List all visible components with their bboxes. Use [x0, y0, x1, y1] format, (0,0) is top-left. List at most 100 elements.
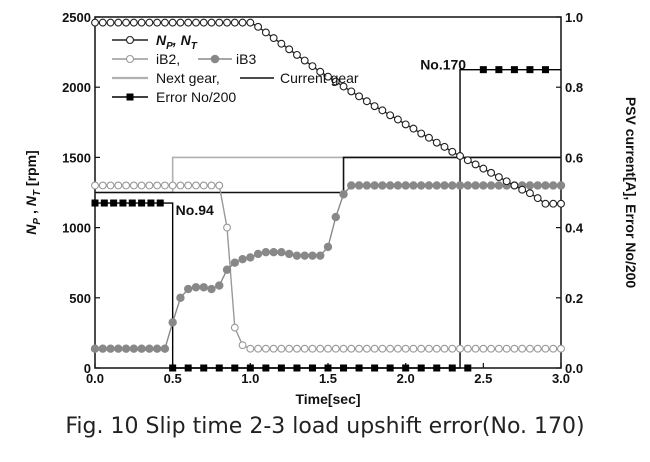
data-point: [386, 344, 395, 353]
data-point: [230, 323, 239, 332]
data-point: [425, 344, 433, 353]
y-left-tick-label: 0: [84, 361, 91, 376]
data-point: [401, 344, 410, 353]
data-point: [261, 344, 270, 353]
data-point: [424, 181, 434, 190]
data-point: [339, 190, 348, 199]
data-point: [176, 293, 185, 302]
data-point: [463, 181, 472, 190]
data-point: [308, 344, 317, 353]
data-point: [448, 181, 457, 190]
data-point: [456, 344, 464, 353]
annotation-no170: No.170: [420, 56, 466, 72]
data-point: [340, 364, 348, 372]
data-point: [230, 18, 239, 27]
data-point: [541, 181, 550, 190]
data-point: [479, 164, 488, 173]
y-left-tick-label: 1500: [62, 150, 91, 165]
data-point: [316, 344, 325, 353]
data-point: [355, 364, 363, 372]
data-point: [378, 106, 387, 115]
data-point: [114, 18, 123, 27]
data-point: [355, 344, 364, 353]
data-point: [184, 364, 192, 372]
data-point: [238, 341, 247, 350]
y-left-tick-label: 2500: [62, 10, 91, 25]
data-point: [261, 28, 270, 37]
data-point: [378, 181, 387, 190]
data-point: [339, 344, 348, 353]
data-point: [98, 344, 107, 353]
x-tick-label: 2.5: [474, 371, 492, 386]
data-point: [385, 181, 395, 190]
data-point: [525, 189, 534, 198]
data-point: [292, 251, 302, 260]
data-point: [463, 156, 472, 165]
data-point: [393, 344, 402, 353]
data-point: [110, 199, 118, 207]
y-left-tick-label: 500: [69, 291, 91, 306]
data-point: [525, 344, 534, 353]
data-point: [168, 18, 177, 27]
data-point: [277, 364, 285, 372]
data-point: [401, 120, 410, 129]
data-point: [145, 18, 154, 27]
data-point: [91, 18, 99, 27]
data-point: [510, 181, 519, 190]
data-point: [409, 181, 418, 190]
data-point: [316, 67, 325, 76]
legend-label-error: Error No/200: [156, 89, 236, 105]
data-point: [153, 18, 162, 27]
data-point: [455, 181, 465, 190]
data-point: [494, 173, 503, 182]
data-point: [471, 344, 480, 353]
data-point: [533, 344, 542, 353]
data-point: [231, 364, 239, 372]
data-point: [199, 18, 208, 27]
data-point: [129, 18, 138, 27]
x-tick-label: 1.0: [241, 371, 259, 386]
y-right-tick-label: 0.8: [565, 80, 583, 95]
data-point: [347, 344, 356, 353]
data-point: [300, 56, 309, 65]
data-point: [145, 181, 154, 190]
data-point: [90, 344, 100, 353]
data-point: [393, 181, 403, 190]
series-ib2: [91, 181, 565, 353]
data-point: [168, 318, 177, 327]
data-point: [440, 344, 449, 353]
data-point: [510, 66, 518, 74]
data-point: [176, 181, 185, 190]
data-point: [409, 124, 418, 133]
data-point: [448, 364, 456, 372]
data-point: [331, 344, 340, 353]
data-point: [324, 72, 332, 81]
series-error-no-200: [91, 66, 561, 372]
data-point: [440, 181, 449, 190]
y-right-tick-label: 0.0: [565, 361, 583, 376]
data-point: [253, 249, 263, 259]
data-point: [541, 199, 550, 208]
data-point: [525, 181, 535, 190]
data-point: [518, 185, 527, 194]
data-point: [114, 344, 123, 353]
data-point: [339, 82, 348, 91]
data-point: [471, 160, 480, 169]
data-point: [533, 181, 542, 190]
data-point: [402, 364, 410, 372]
data-point: [138, 199, 146, 207]
data-point: [100, 199, 108, 207]
data-point: [355, 92, 364, 101]
data-point: [192, 18, 200, 27]
legend-marker: [126, 93, 134, 101]
y-right-tick-label: 0.4: [565, 221, 584, 236]
data-point: [533, 194, 542, 203]
data-point: [246, 364, 254, 372]
data-point: [262, 364, 270, 372]
legend-marker: [125, 54, 135, 64]
data-point: [183, 284, 193, 294]
data-point: [300, 251, 309, 260]
data-point: [487, 168, 496, 177]
data-point: [261, 247, 271, 257]
